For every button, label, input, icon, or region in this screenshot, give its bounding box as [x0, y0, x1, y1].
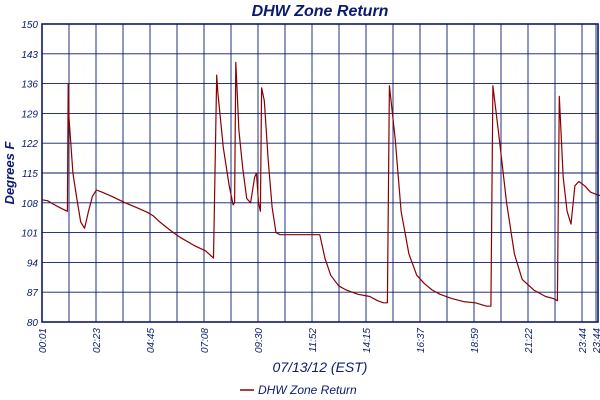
x-tick-label: 04:45	[146, 328, 157, 353]
y-tick-label: 101	[21, 229, 38, 240]
x-tick-label: 18:59	[470, 328, 481, 353]
x-tick-label: 09:30	[254, 328, 265, 353]
y-tick-label: 136	[21, 80, 38, 91]
legend: DHW Zone Return	[240, 383, 357, 397]
x-tick-label: 21:22	[524, 328, 535, 354]
y-tick-label: 115	[22, 169, 38, 180]
chart-title: DHW Zone Return	[252, 3, 389, 20]
y-tick-label: 80	[27, 318, 39, 329]
x-tick-label: 23:44	[592, 328, 600, 354]
axis-ticks: 80 87 94 101 108 115 122 129 136 143 150 00:01 02:23…	[21, 20, 600, 354]
series-line-dhw-zone-return	[41, 61, 600, 307]
plot-border	[41, 23, 599, 323]
legend-label: DHW Zone Return	[258, 383, 357, 397]
y-tick-label: 150	[21, 20, 38, 31]
x-tick-label: 23:44	[578, 328, 589, 354]
x-tick-label: 16:37	[416, 328, 427, 353]
y-tick-label: 122	[21, 139, 38, 150]
y-tick-label: 94	[27, 258, 39, 269]
x-tick-label: 07:08	[200, 328, 211, 353]
y-tick-label: 108	[21, 199, 38, 210]
x-tick-label: 02:23	[92, 328, 103, 353]
y-tick-label: 87	[27, 288, 39, 299]
y-axis-label: Degrees F	[2, 141, 17, 205]
y-tick-label: 129	[21, 109, 38, 120]
x-tick-label: 14:15	[362, 328, 373, 353]
x-tick-label: 11:52	[308, 328, 319, 353]
x-axis-label: 07/13/12 (EST)	[273, 359, 368, 375]
x-tick-label: 00:01	[38, 328, 49, 353]
y-tick-label: 143	[21, 50, 38, 61]
